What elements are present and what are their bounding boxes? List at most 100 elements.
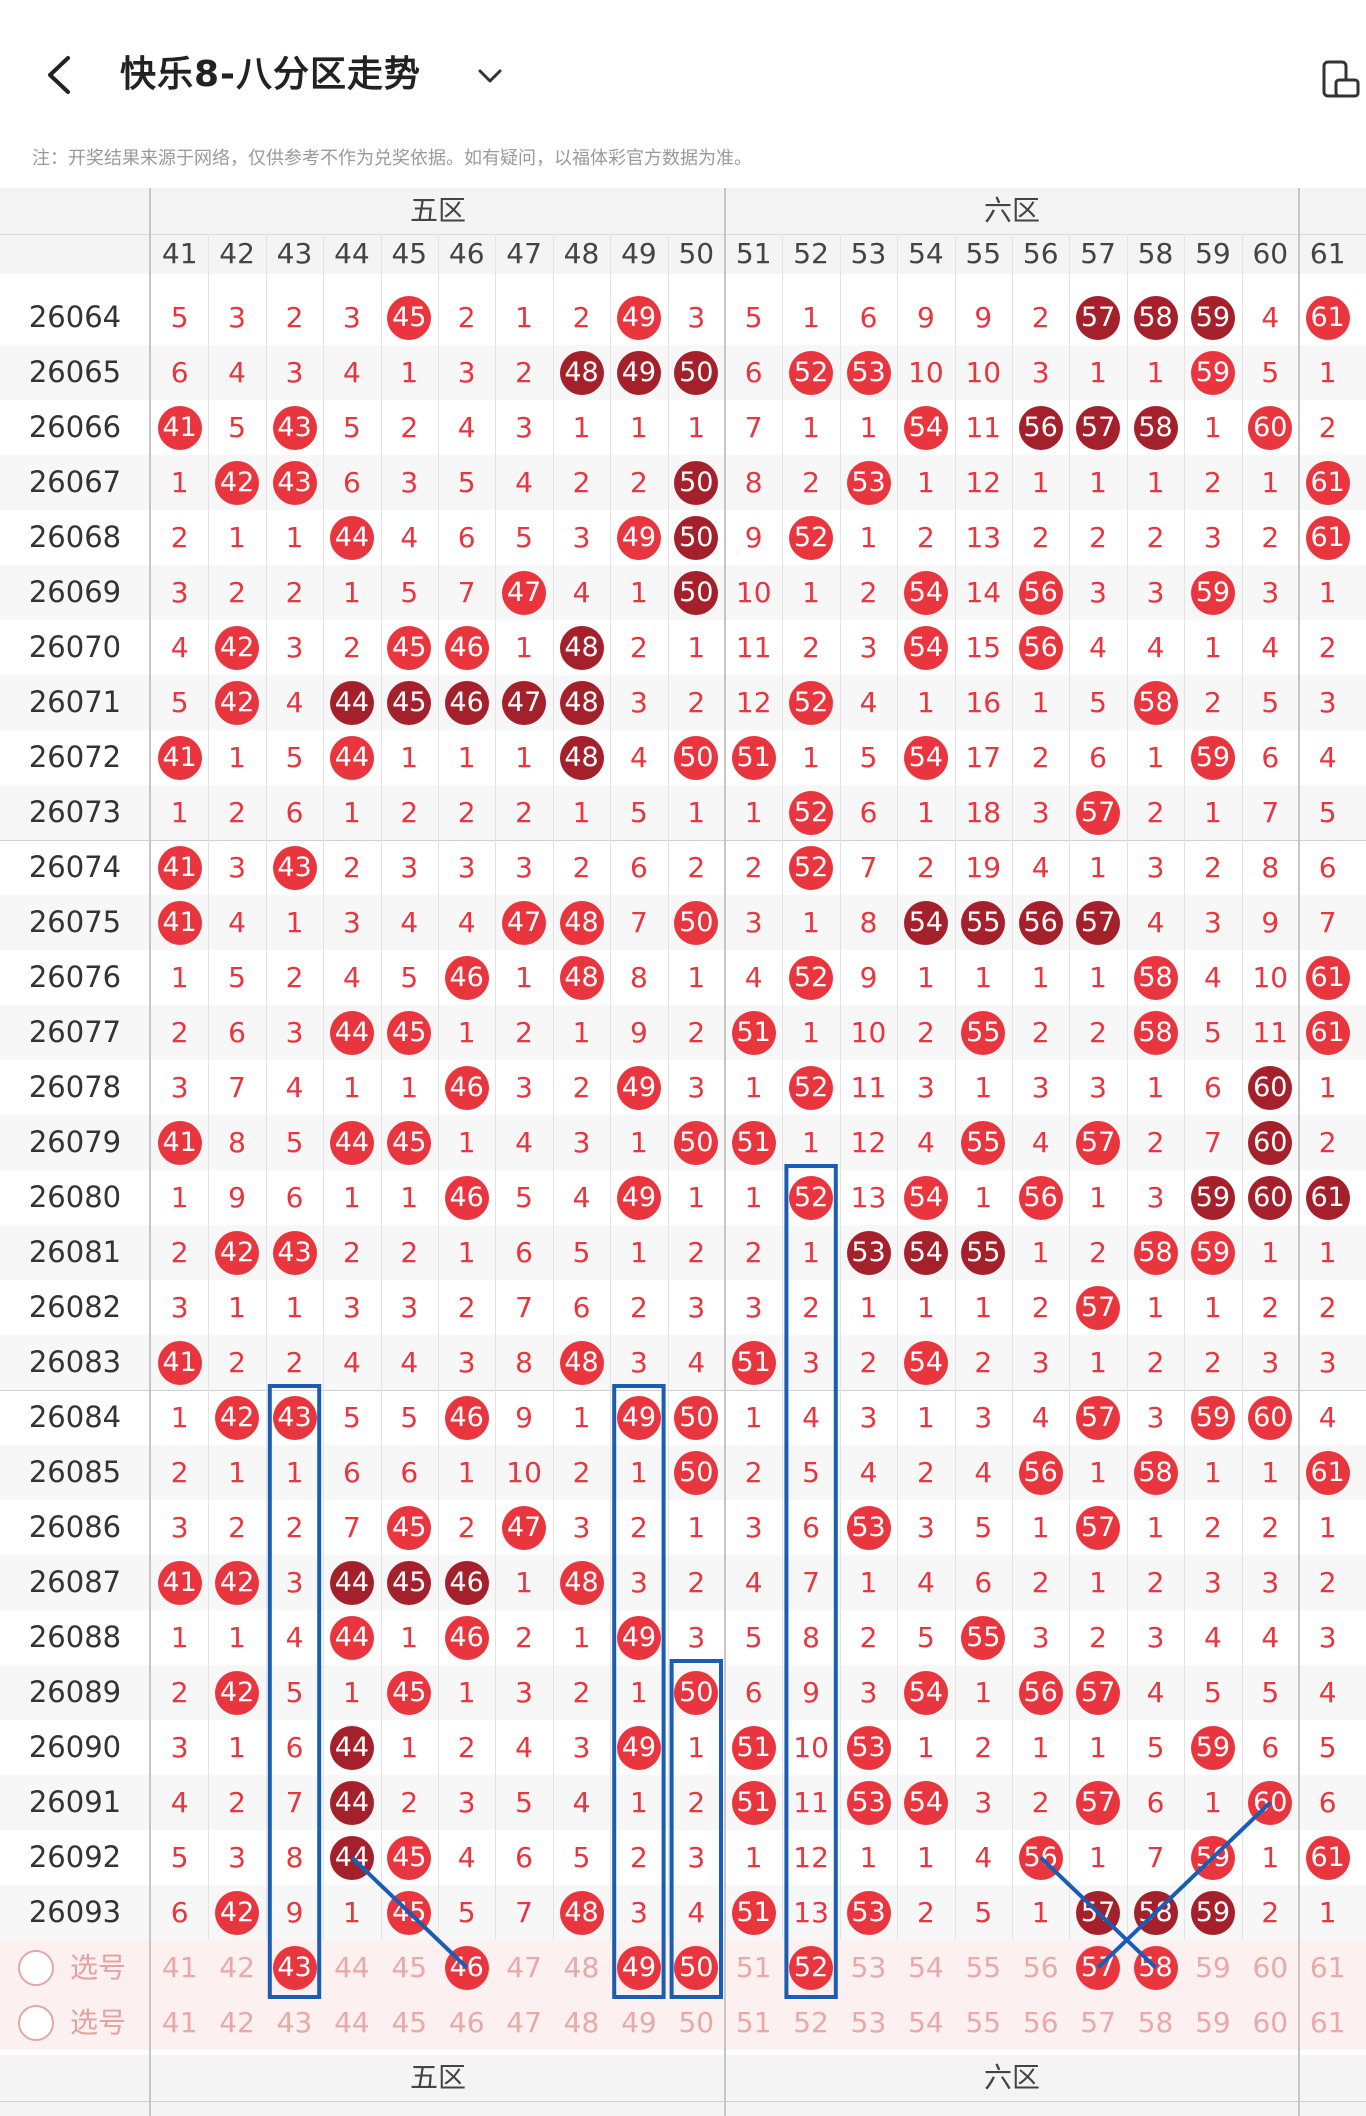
page-title[interactable]: 快乐8-八分区走势 [120, 54, 421, 95]
miss-count-cell: 2 [1318, 1566, 1337, 1599]
miss-count-cell: 1 [1089, 1181, 1107, 1214]
selectable-number[interactable]: 53 [850, 2006, 887, 2039]
miss-count-cell: 2 [572, 466, 591, 499]
column-divider [1012, 234, 1013, 1940]
issue-cell[interactable]: 26071 [28, 685, 122, 719]
selectable-number[interactable]: 50 [678, 2006, 715, 2039]
issue-cell[interactable]: 26073 [28, 795, 122, 829]
selectable-number[interactable]: 42 [219, 2006, 255, 2039]
selectable-number[interactable]: 41 [161, 1951, 198, 1984]
selectable-number[interactable]: 56 [1022, 1951, 1059, 1984]
issue-cell[interactable]: 26089 [28, 1675, 122, 1709]
issue-cell[interactable]: 26076 [28, 960, 122, 994]
selectable-number[interactable]: 47 [506, 2006, 542, 2039]
miss-count-cell: 6 [859, 796, 878, 829]
selectable-number[interactable]: 51 [735, 1951, 772, 1984]
back-arrow-icon[interactable] [40, 50, 80, 100]
issue-cell[interactable]: 26092 [28, 1840, 122, 1874]
miss-count-cell: 3 [687, 301, 706, 334]
selectable-number[interactable]: 56 [1022, 2006, 1059, 2039]
selectable-number[interactable]: 59 [1195, 1951, 1231, 1984]
miss-count-cell: 3 [1146, 1181, 1165, 1214]
issue-cell[interactable]: 26077 [28, 1015, 122, 1049]
issue-cell[interactable]: 26081 [28, 1235, 122, 1269]
selectable-number[interactable]: 48 [563, 1951, 600, 1984]
selectable-number[interactable]: 60 [1252, 2006, 1289, 2039]
issue-cell[interactable]: 26090 [28, 1730, 122, 1764]
issue-cell[interactable]: 26087 [28, 1565, 122, 1599]
selectable-number[interactable]: 48 [563, 2006, 600, 2039]
issue-cell[interactable]: 26070 [28, 630, 122, 664]
selected-number-ball[interactable]: 50 [674, 1945, 719, 1990]
selectable-number[interactable]: 61 [1309, 2006, 1346, 2039]
selectable-number[interactable]: 60 [1252, 1951, 1289, 1984]
issue-cell[interactable]: 26078 [28, 1070, 122, 1104]
issue-cell[interactable]: 26093 [28, 1895, 122, 1929]
selectable-number[interactable]: 47 [506, 1951, 542, 1984]
selectable-number[interactable]: 55 [965, 2006, 1002, 2039]
selected-number-ball[interactable]: 49 [616, 1945, 661, 1990]
miss-count-cell: 1 [629, 1236, 648, 1269]
miss-count-cell: 10 [850, 1016, 887, 1049]
issue-cell[interactable]: 26083 [28, 1345, 122, 1379]
miss-count-cell: 1 [744, 1841, 763, 1874]
selected-number-ball[interactable]: 46 [444, 1945, 489, 1990]
miss-count-cell: 1 [342, 1676, 361, 1709]
issue-cell[interactable]: 26085 [28, 1455, 122, 1489]
miss-count-cell: 1 [802, 741, 820, 774]
selectable-number[interactable]: 51 [735, 2006, 772, 2039]
select-row-label[interactable]: 选号 [70, 1951, 127, 1984]
rotate-screen-icon[interactable] [1318, 58, 1362, 102]
issue-cell[interactable]: 26080 [28, 1180, 122, 1214]
issue-cell[interactable]: 26075 [28, 905, 122, 939]
miss-count-cell: 1 [1089, 1731, 1107, 1764]
drawn-number-ball: 57 [1076, 790, 1121, 835]
selected-number-ball[interactable]: 52 [789, 1945, 834, 1990]
selectable-number[interactable]: 61 [1309, 1951, 1346, 1984]
selectable-number[interactable]: 53 [850, 1951, 887, 1984]
selectable-number[interactable]: 41 [161, 2006, 198, 2039]
selectable-number[interactable]: 42 [219, 1951, 255, 1984]
chevron-down-icon[interactable] [472, 58, 508, 94]
selectable-number[interactable]: 52 [793, 2006, 829, 2039]
issue-cell[interactable]: 26082 [28, 1290, 122, 1324]
selectable-number[interactable]: 59 [1195, 2006, 1231, 2039]
selectable-number[interactable]: 54 [908, 1951, 944, 1984]
miss-count-cell: 1 [744, 796, 763, 829]
selectable-number[interactable]: 44 [334, 1951, 370, 1984]
issue-cell[interactable]: 26064 [28, 300, 122, 334]
issue-cell[interactable]: 26069 [28, 575, 122, 609]
select-radio[interactable] [18, 1950, 54, 1986]
issue-cell[interactable]: 26068 [28, 520, 122, 554]
issue-cell[interactable]: 26079 [28, 1125, 122, 1159]
issue-cell[interactable]: 26072 [28, 740, 122, 774]
row-band [0, 1335, 1366, 1390]
selectable-number[interactable]: 44 [334, 2006, 370, 2039]
column-divider [954, 234, 956, 1940]
issue-cell[interactable]: 26084 [28, 1400, 122, 1434]
miss-count-cell: 3 [1146, 1621, 1165, 1654]
selectable-number[interactable]: 46 [448, 2006, 485, 2039]
select-radio[interactable] [18, 2005, 54, 2041]
selected-number-ball[interactable]: 43 [272, 1945, 317, 1990]
selectable-number[interactable]: 55 [965, 1951, 1002, 1984]
selectable-number[interactable]: 49 [621, 2006, 657, 2039]
selectable-number[interactable]: 45 [391, 1951, 428, 1984]
issue-cell[interactable]: 26074 [28, 850, 122, 884]
issue-cell[interactable]: 26091 [28, 1785, 122, 1819]
drawn-number-ball: 52 [789, 955, 834, 1000]
selectable-number[interactable]: 58 [1137, 2006, 1174, 2039]
issue-cell[interactable]: 26067 [28, 465, 122, 499]
selectable-number[interactable]: 57 [1080, 2006, 1116, 2039]
issue-cell[interactable]: 26066 [28, 410, 122, 444]
issue-cell[interactable]: 26086 [28, 1510, 122, 1544]
selectable-number[interactable]: 54 [908, 2006, 944, 2039]
drawn-number-ball: 60 [1248, 1065, 1293, 1110]
issue-cell[interactable]: 26065 [28, 355, 122, 389]
select-row-label[interactable]: 选号 [70, 2006, 127, 2039]
drawn-number-ball: 45 [387, 1670, 432, 1715]
selectable-number[interactable]: 43 [276, 2006, 313, 2039]
selectable-number[interactable]: 45 [391, 2006, 428, 2039]
issue-cell[interactable]: 26088 [28, 1620, 122, 1654]
miss-count-cell: 2 [285, 961, 304, 994]
